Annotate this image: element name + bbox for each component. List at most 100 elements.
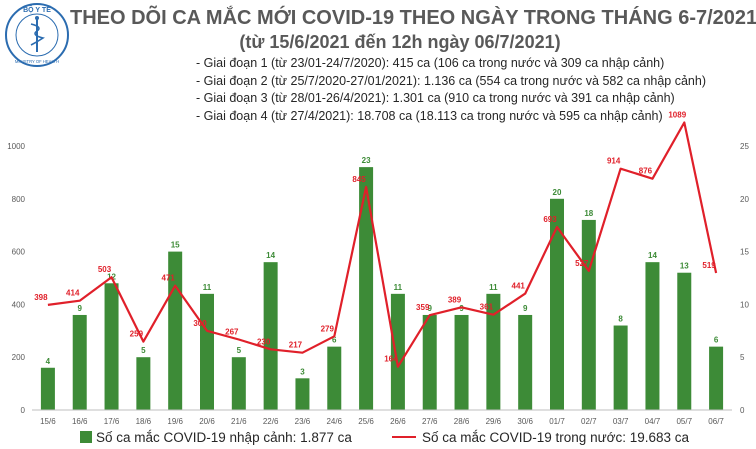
bar <box>454 314 469 410</box>
x-tick-label: 27/6 <box>422 417 438 426</box>
y-left-tick-label: 1000 <box>7 142 25 151</box>
line-data-label: 414 <box>66 289 80 298</box>
line-data-label: 1089 <box>668 111 686 120</box>
chart-subtitle: (từ 15/6/2021 đến 12h ngày 06/7/2021) <box>239 32 561 52</box>
x-tick-label: 04/7 <box>645 417 661 426</box>
legend-line-swatch <box>392 436 416 438</box>
bar-data-label: 23 <box>362 156 371 165</box>
bar <box>72 314 87 410</box>
line-data-label: 471 <box>162 274 176 283</box>
x-tick-label: 28/6 <box>454 417 470 426</box>
phase-note: Giai đoạn 3 (từ 28/01-26/4/2021): 1.301 … <box>196 90 706 108</box>
bar <box>677 272 692 410</box>
bar <box>295 378 310 410</box>
chart-title: THEO DÕI CA MẮC MỚI COVID-19 THEO NGÀY T… <box>70 7 756 29</box>
y-right-tick-label: 0 <box>740 406 745 415</box>
x-tick-label: 06/7 <box>708 417 724 426</box>
line-data-label: 845 <box>352 175 366 184</box>
bar <box>486 293 501 410</box>
x-tick-label: 19/6 <box>167 417 183 426</box>
phase-note: Giai đoạn 2 (từ 25/7/2020-27/01/2021): 1… <box>196 73 706 91</box>
bar-data-label: 9 <box>428 304 433 313</box>
line-data-label: 914 <box>607 157 621 166</box>
y-right-tick-label: 5 <box>740 353 745 362</box>
y-left-tick-label: 200 <box>12 353 26 362</box>
bar <box>231 357 246 410</box>
line-data-label: 361 <box>480 303 494 312</box>
x-tick-label: 21/6 <box>231 417 247 426</box>
y-left-tick-label: 800 <box>12 195 26 204</box>
logo-bottom-text: MINISTRY OF HEALTH <box>15 59 59 64</box>
x-tick-label: 17/6 <box>104 417 120 426</box>
y-right-tick-label: 25 <box>740 142 749 151</box>
bar-data-label: 11 <box>394 283 403 292</box>
ministry-of-health-logo: BỘ Y TẾ MINISTRY OF HEALTH <box>5 3 69 67</box>
phase-notes: Giai đoạn 1 (từ 23/01-24/7/2020): 415 ca… <box>196 55 706 125</box>
line-data-label: 279 <box>321 324 335 333</box>
bar <box>709 346 724 410</box>
legend-line-label: Số ca mắc COVID-19 trong nước: 19.683 ca <box>422 429 690 445</box>
bar-data-label: 11 <box>489 283 498 292</box>
line-data-label: 693 <box>543 215 557 224</box>
line-data-label: 519 <box>702 261 716 270</box>
bar <box>518 314 533 410</box>
x-tick-label: 02/7 <box>581 417 597 426</box>
bar-data-label: 3 <box>300 367 305 376</box>
bar <box>263 262 278 410</box>
logo-top-text: BỘ Y TẾ <box>23 4 51 14</box>
bar <box>200 293 214 410</box>
bar-data-label: 5 <box>237 346 242 355</box>
bar <box>613 325 628 410</box>
bar-data-label: 20 <box>553 188 562 197</box>
line-data-label: 300 <box>193 319 207 328</box>
legend-bar-swatch <box>80 431 92 443</box>
line-data-label: 267 <box>225 328 239 337</box>
bar <box>104 283 119 410</box>
phase-note: Giai đoạn 1 (từ 23/01-24/7/2020): 415 ca… <box>196 55 706 73</box>
bar-data-label: 14 <box>648 251 657 260</box>
y-left-tick-label: 600 <box>12 248 26 257</box>
bar <box>645 262 660 410</box>
line-data-label: 876 <box>639 167 653 176</box>
bar <box>136 357 151 410</box>
bar-data-label: 18 <box>584 209 593 218</box>
bar-data-label: 6 <box>714 336 719 345</box>
legend-bar-label: Số ca mắc COVID-19 nhập cảnh: 1.877 ca <box>96 429 352 445</box>
line-data-label: 230 <box>257 337 271 346</box>
x-tick-label: 15/6 <box>40 417 56 426</box>
bar-data-label: 11 <box>203 283 212 292</box>
line-data-label: 441 <box>512 282 526 291</box>
x-tick-label: 16/6 <box>72 417 88 426</box>
x-tick-label: 23/6 <box>295 417 311 426</box>
x-tick-label: 22/6 <box>263 417 279 426</box>
y-right-tick-label: 15 <box>740 248 749 257</box>
bar-data-label: 13 <box>680 262 689 271</box>
bar-data-label: 8 <box>618 315 623 324</box>
line-data-label: 164 <box>384 355 398 364</box>
bar-data-label: 14 <box>266 251 275 260</box>
x-tick-label: 18/6 <box>136 417 152 426</box>
bar-data-label: 6 <box>332 336 337 345</box>
x-tick-label: 20/6 <box>199 417 215 426</box>
bar-data-label: 9 <box>78 304 83 313</box>
x-tick-label: 03/7 <box>613 417 629 426</box>
bar-data-label: 5 <box>141 346 146 355</box>
x-tick-label: 30/6 <box>517 417 533 426</box>
y-left-tick-label: 0 <box>21 406 26 415</box>
line-data-label: 389 <box>448 295 462 304</box>
bar <box>550 198 564 410</box>
bar-data-label: 15 <box>171 241 180 250</box>
caduceus-icon <box>30 16 45 52</box>
x-tick-label: 01/7 <box>549 417 565 426</box>
line-data-label: 503 <box>98 265 112 274</box>
legend-line-entry: Số ca mắc COVID-19 trong nước: 19.683 ca <box>392 428 689 446</box>
bar-data-label: 4 <box>46 357 51 366</box>
legend-bar-entry: Số ca mắc COVID-19 nhập cảnh: 1.877 ca <box>80 428 352 446</box>
x-tick-label: 29/6 <box>486 417 502 426</box>
line-data-label: 259 <box>130 330 144 339</box>
line-data-label: 217 <box>289 341 303 350</box>
x-tick-label: 25/6 <box>358 417 374 426</box>
line-series <box>47 121 718 368</box>
line-data-label: 527 <box>575 259 589 268</box>
